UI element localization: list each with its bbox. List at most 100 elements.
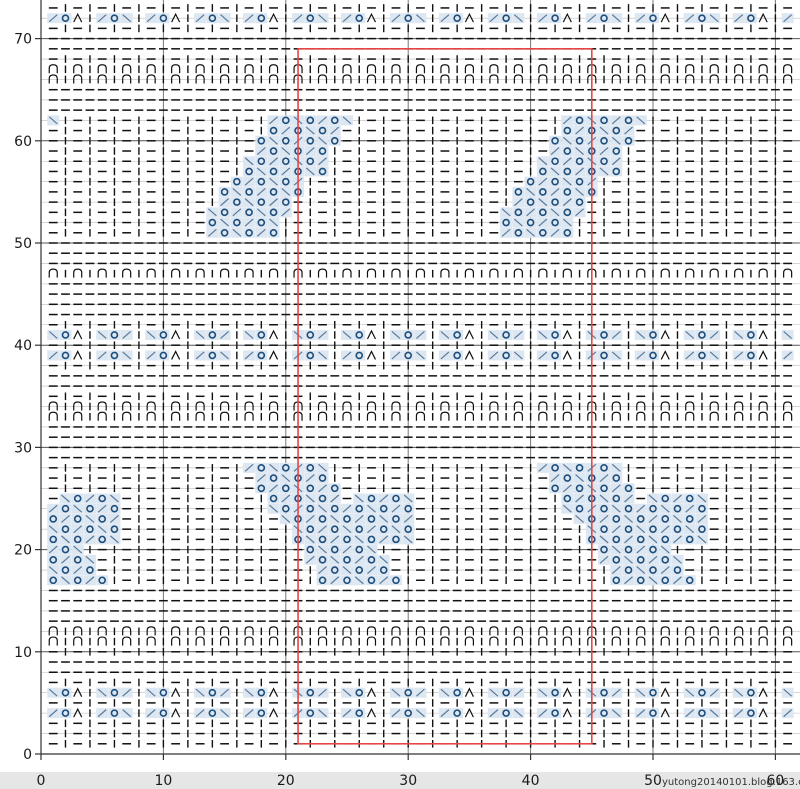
yarn-over-stitch (563, 208, 572, 217)
cable-stitch (171, 401, 181, 411)
lace-cell-bg (573, 135, 586, 146)
yarn-over-stitch (392, 515, 400, 523)
double-decrease-stitch (464, 12, 474, 23)
lace-cell-bg (255, 687, 268, 698)
cable-stitch (244, 74, 254, 84)
yarn-over-stitch (539, 228, 547, 237)
ssk-stitch (61, 576, 70, 585)
k2tog-stitch (513, 331, 523, 339)
lace-cell-bg (255, 197, 268, 208)
ssk-stitch (636, 116, 646, 125)
lace-cell-bg (59, 565, 72, 576)
cable-stitch (513, 626, 523, 636)
k2tog-stitch (611, 525, 621, 534)
lace-cell-bg (365, 575, 378, 586)
lace-cell-bg (157, 708, 170, 719)
lace-cell-bg (744, 687, 757, 698)
ssk-stitch (709, 709, 719, 718)
yarn-over-stitch (502, 351, 510, 360)
lace-cell-bg (389, 534, 402, 545)
lace-cell-bg (328, 483, 341, 494)
k2tog-stitch (624, 535, 633, 544)
k2tog-stitch (97, 504, 107, 513)
cable-stitch (342, 626, 352, 636)
cable-stitch (562, 401, 572, 411)
k2tog-stitch (85, 576, 95, 585)
ssk-stitch (624, 514, 633, 523)
ssk-stitch (97, 688, 107, 697)
ssk-stitch (269, 504, 278, 513)
cable-stitch (244, 626, 254, 636)
k2tog-stitch (489, 14, 499, 23)
cable-stitch (146, 64, 156, 74)
cable-stitch (268, 411, 279, 421)
ssk-stitch (611, 709, 621, 718)
lace-cell-bg (365, 534, 378, 545)
lace-cell-bg (536, 227, 549, 238)
yarn-over-stitch (208, 331, 217, 339)
yarn-over-stitch (269, 208, 278, 217)
cable-stitch (489, 636, 499, 646)
k2tog-stitch (48, 709, 58, 718)
yarn-over-stitch (61, 545, 70, 554)
cable-stitch (97, 626, 107, 636)
k2tog-stitch (489, 709, 499, 718)
ssk-stitch (48, 566, 58, 574)
yarn-over-stitch (306, 137, 315, 145)
yarn-over-stitch (281, 484, 290, 493)
cable-stitch (171, 64, 181, 74)
yarn-over-stitch (404, 525, 413, 533)
k2tog-stitch (575, 494, 584, 503)
cable-stitch (122, 268, 132, 278)
k2tog-stitch (305, 147, 315, 155)
lace-cell-bg (610, 493, 623, 504)
yarn-over-stitch (502, 14, 510, 22)
k2tog-stitch (538, 709, 548, 718)
lace-cell-bg (353, 503, 366, 514)
yarn-over-stitch (624, 566, 633, 574)
lace-cell-bg (549, 350, 562, 361)
yarn-over-stitch (575, 157, 584, 166)
cable-stitch (171, 268, 181, 278)
cable-stitch (146, 636, 156, 646)
yarn-over-stitch (367, 515, 376, 523)
yarn-over-stitch (233, 218, 241, 227)
k2tog-stitch (256, 187, 266, 196)
k2tog-stitch (440, 14, 450, 23)
yarn-over-stitch (343, 576, 351, 585)
ssk-stitch (575, 474, 584, 483)
yarn-over-stitch (673, 566, 682, 574)
ssk-stitch (575, 514, 584, 523)
ssk-stitch (734, 688, 744, 697)
cable-stitch (220, 64, 230, 74)
cable-stitch (709, 268, 719, 278)
yarn-over-stitch (379, 525, 388, 533)
yarn-over-stitch (747, 688, 755, 697)
yarn-over-stitch (306, 504, 315, 513)
ssk-stitch (391, 688, 401, 697)
cable-stitch (660, 74, 670, 84)
yarn-over-stitch (600, 351, 608, 360)
cable-stitch (440, 636, 450, 646)
lace-cell-bg (573, 156, 586, 167)
lace-cell-bg (230, 197, 243, 208)
yarn-over-stitch (636, 556, 645, 564)
k2tog-stitch (709, 688, 719, 697)
ssk-stitch (122, 709, 132, 718)
yarn-over-stitch (257, 709, 266, 717)
yarn-over-stitch (318, 576, 327, 585)
ssk-stitch (244, 688, 254, 697)
cable-stitch (195, 268, 205, 278)
lace-cell-bg (71, 534, 84, 545)
ssk-stitch (97, 525, 107, 534)
cable-stitch (415, 626, 426, 636)
yarn-over-stitch (367, 494, 376, 503)
k2tog-stitch (440, 709, 450, 718)
ssk-stitch (61, 535, 70, 544)
double-decrease-stitch (171, 687, 181, 697)
lace-cell-bg (304, 135, 317, 146)
ssk-stitch (220, 218, 229, 227)
yarn-over-stitch (61, 14, 70, 22)
cable-stitch (734, 64, 744, 74)
